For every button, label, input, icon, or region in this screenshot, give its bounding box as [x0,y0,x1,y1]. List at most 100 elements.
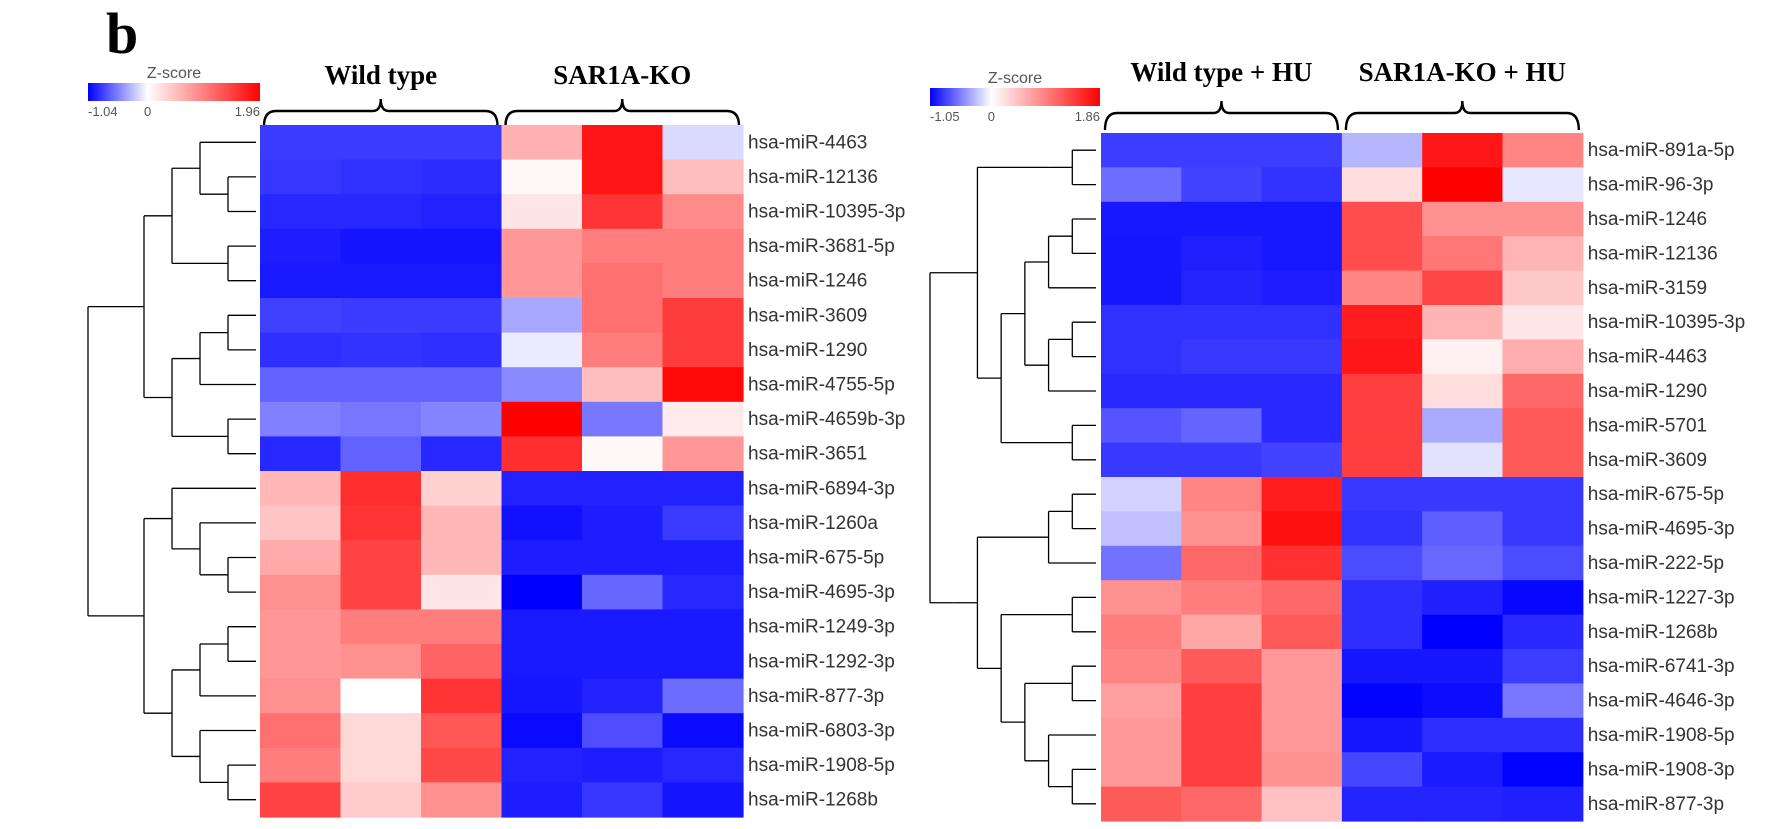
heatmap-cell [1341,614,1423,650]
heatmap-cell [1502,511,1584,547]
heatmap-cell [1422,614,1504,650]
heatmap-cell [1341,236,1423,272]
heatmap-cell [1181,167,1263,203]
heatmap-cell [1422,167,1504,203]
row-label: hsa-miR-1908-3p [1588,759,1735,780]
heatmap-cell [501,228,583,264]
heatmap-cell [1181,717,1263,753]
heatmap-cell [1422,133,1504,168]
color-scale-title: Z-score [988,70,1042,87]
heatmap-cell [662,574,744,610]
row-label: hsa-miR-1246 [1588,209,1707,230]
heatmap-cell [421,263,503,299]
heatmap-cell [340,263,422,299]
heatmap-panel-right: Z-score -1.05 0 1.86 Wild type + HU SAR1A-KO … [929,57,1745,822]
row-label: hsa-miR-6803-3p [748,721,895,742]
heatmap-cell [421,436,503,472]
row-label: hsa-miR-6741-3p [1588,656,1735,677]
heatmap-cell [1101,717,1182,753]
heatmap-cell [1341,786,1423,822]
heatmap-cell [421,540,503,576]
row-label: hsa-miR-96-3p [1588,175,1714,196]
heatmap-cell [260,747,342,783]
heatmap-cell [260,782,342,818]
heatmap-cell [1261,373,1343,409]
row-label: hsa-miR-1268b [748,790,878,811]
row-label: hsa-miR-877-3p [748,686,884,707]
heatmap-cell [1261,477,1343,512]
heatmap-cell [421,401,503,437]
heatmap-cell [662,540,744,576]
heatmap-cell [340,747,422,783]
row-label: hsa-miR-4755-5p [748,375,895,396]
heatmap-cell [662,228,744,264]
heatmap-cell [421,678,503,714]
heatmap-cell [1502,408,1584,444]
heatmap-cell [662,747,744,783]
heatmap-cell [1101,270,1182,306]
heatmap-cell [662,436,744,472]
heatmap-cell [1101,305,1182,340]
heatmap-cell [340,540,422,576]
heatmap-cell [1502,270,1584,306]
heatmap-cell [1101,683,1182,719]
heatmap-cell [501,332,583,368]
heatmap-cell [1422,442,1504,478]
heatmap-cell [1261,270,1343,306]
heatmap-cell [582,747,664,783]
heatmap-cell [1502,786,1584,822]
heatmap-cell [1101,614,1182,650]
group-brace [262,98,499,127]
heatmap-cell [501,574,583,610]
heatmap-cell [260,159,342,195]
heatmap-cell [662,505,744,541]
heatmap-cell [260,644,342,680]
heatmap-cell [340,471,422,507]
row-label: hsa-miR-1260a [748,513,878,534]
heatmap-cell [582,194,664,230]
heatmap-cell [1101,752,1182,788]
heatmap-cell [1181,442,1263,478]
heatmap-cell [1502,236,1584,272]
heatmap-cell [1502,683,1584,719]
heatmap-cell [582,436,664,472]
heatmap-cell [340,159,422,195]
heatmap-cell [1181,373,1263,409]
heatmap-cell [662,263,744,299]
heatmap-cell [1341,339,1423,375]
row-label: hsa-miR-1908-5p [1588,725,1735,746]
heatmap-cell [260,263,342,299]
heatmap-cell [260,678,342,714]
heatmap-cell [1181,270,1263,306]
heatmap-cell [1101,201,1182,237]
heatmap-cell [1261,511,1343,547]
heatmap-cell [1341,683,1423,719]
heatmap-cell [1261,786,1343,822]
heatmap-cell [1422,580,1504,616]
panel-label: b [106,1,138,66]
row-label: hsa-miR-4463 [748,132,867,153]
row-label: hsa-miR-1246 [748,271,867,292]
row-label: hsa-miR-1290 [1588,381,1707,402]
heatmap-cell [1181,408,1263,444]
heatmap-cell [582,644,664,680]
heatmap-cell [501,505,583,541]
heatmap-cell [260,194,342,230]
heatmap-cell [1261,133,1343,168]
heatmap-cell [1261,545,1343,581]
color-scale-max-label: 1.86 [1075,109,1100,124]
heatmap-cell [340,574,422,610]
heatmap-cell [1341,477,1423,512]
heatmap-cell [582,228,664,264]
row-label: hsa-miR-4695-3p [748,582,895,603]
heatmap-cell [501,159,583,195]
heatmap-cell [421,782,503,818]
heatmap-cell [1261,683,1343,719]
heatmap-cell [1502,649,1584,684]
heatmap-cell [662,609,744,645]
heatmap-cell [1502,373,1584,409]
heatmap-cell [260,125,342,161]
heatmap-cell [421,332,503,368]
heatmap-cell [662,159,744,195]
heatmap-cell [1101,545,1182,581]
